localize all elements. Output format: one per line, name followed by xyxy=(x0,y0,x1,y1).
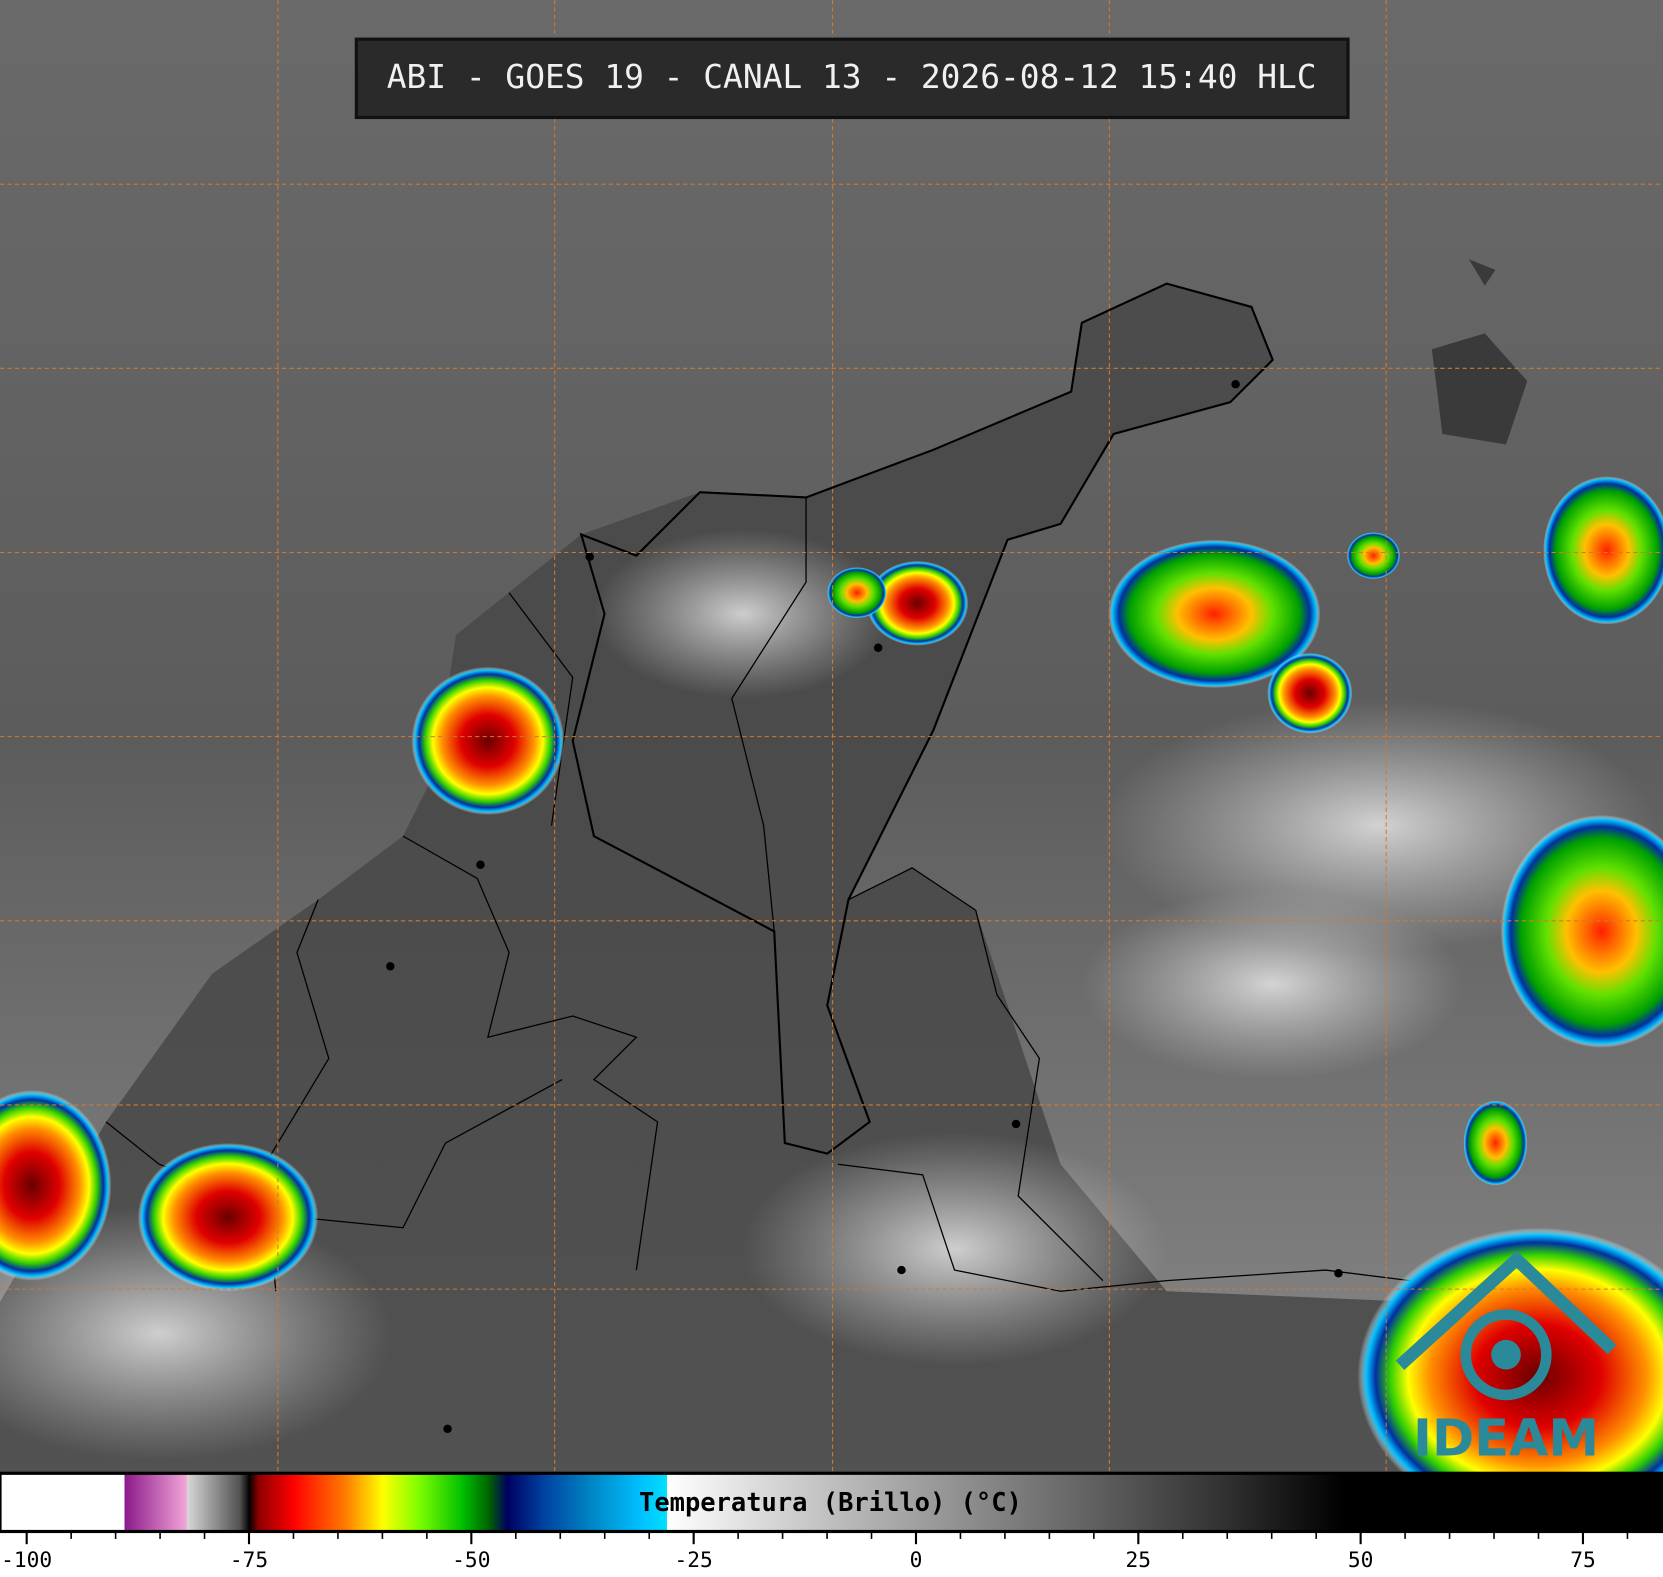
title: ABI - GOES 19 - CANAL 13 - 2026-08-12 15… xyxy=(387,58,1317,96)
title-box: ABI - GOES 19 - CANAL 13 - 2026-08-12 15… xyxy=(354,37,1350,120)
colorbar-segment xyxy=(1227,1473,1344,1532)
colorbar-segment xyxy=(666,1473,828,1532)
colorbar-segment xyxy=(346,1473,383,1532)
graticule xyxy=(0,0,1663,1474)
colorbar-segment xyxy=(827,1473,1050,1532)
colorbar-segment xyxy=(542,1473,588,1532)
colorbar-segment xyxy=(489,1473,508,1532)
tick-label: 25 xyxy=(1126,1547,1152,1572)
colorbar-segment xyxy=(1049,1473,1228,1532)
colorbar-segment xyxy=(240,1473,250,1532)
tick-label: -100 xyxy=(1,1547,52,1572)
colorbar-segment xyxy=(382,1473,419,1532)
logo-text: IDEAM xyxy=(1413,1409,1599,1468)
colorbar-segment xyxy=(417,1473,463,1532)
colorbar-frame xyxy=(0,1471,1663,1534)
colorbar-segment xyxy=(249,1473,259,1532)
colorbar-segment xyxy=(0,1473,126,1532)
colorbar-segment xyxy=(462,1473,490,1532)
colorbar-segment xyxy=(124,1473,188,1532)
tick-label: -50 xyxy=(452,1547,490,1572)
tick-label: 0 xyxy=(910,1547,923,1572)
colorbar-segment xyxy=(1342,1473,1663,1532)
colorbar-label: Temperatura (Brillo) (°C) xyxy=(639,1487,1022,1517)
tick-label: 75 xyxy=(1570,1547,1596,1572)
tick-label: -75 xyxy=(230,1547,268,1572)
colorbar-segment xyxy=(293,1473,348,1532)
satellite-image xyxy=(0,0,1663,1525)
tick-label: -25 xyxy=(675,1547,713,1572)
colorbar-segment xyxy=(506,1473,544,1532)
colorbar: -100 -75 -50 -25 0 25 50 75 xyxy=(0,1473,1663,1572)
colorbar-segment xyxy=(640,1473,668,1532)
tick-label: 50 xyxy=(1348,1547,1374,1572)
colorbar-segment xyxy=(586,1473,641,1532)
colorbar-segment xyxy=(186,1473,241,1532)
logo: IDEAM xyxy=(1395,1250,1617,1468)
colorbar-segment xyxy=(257,1473,295,1532)
